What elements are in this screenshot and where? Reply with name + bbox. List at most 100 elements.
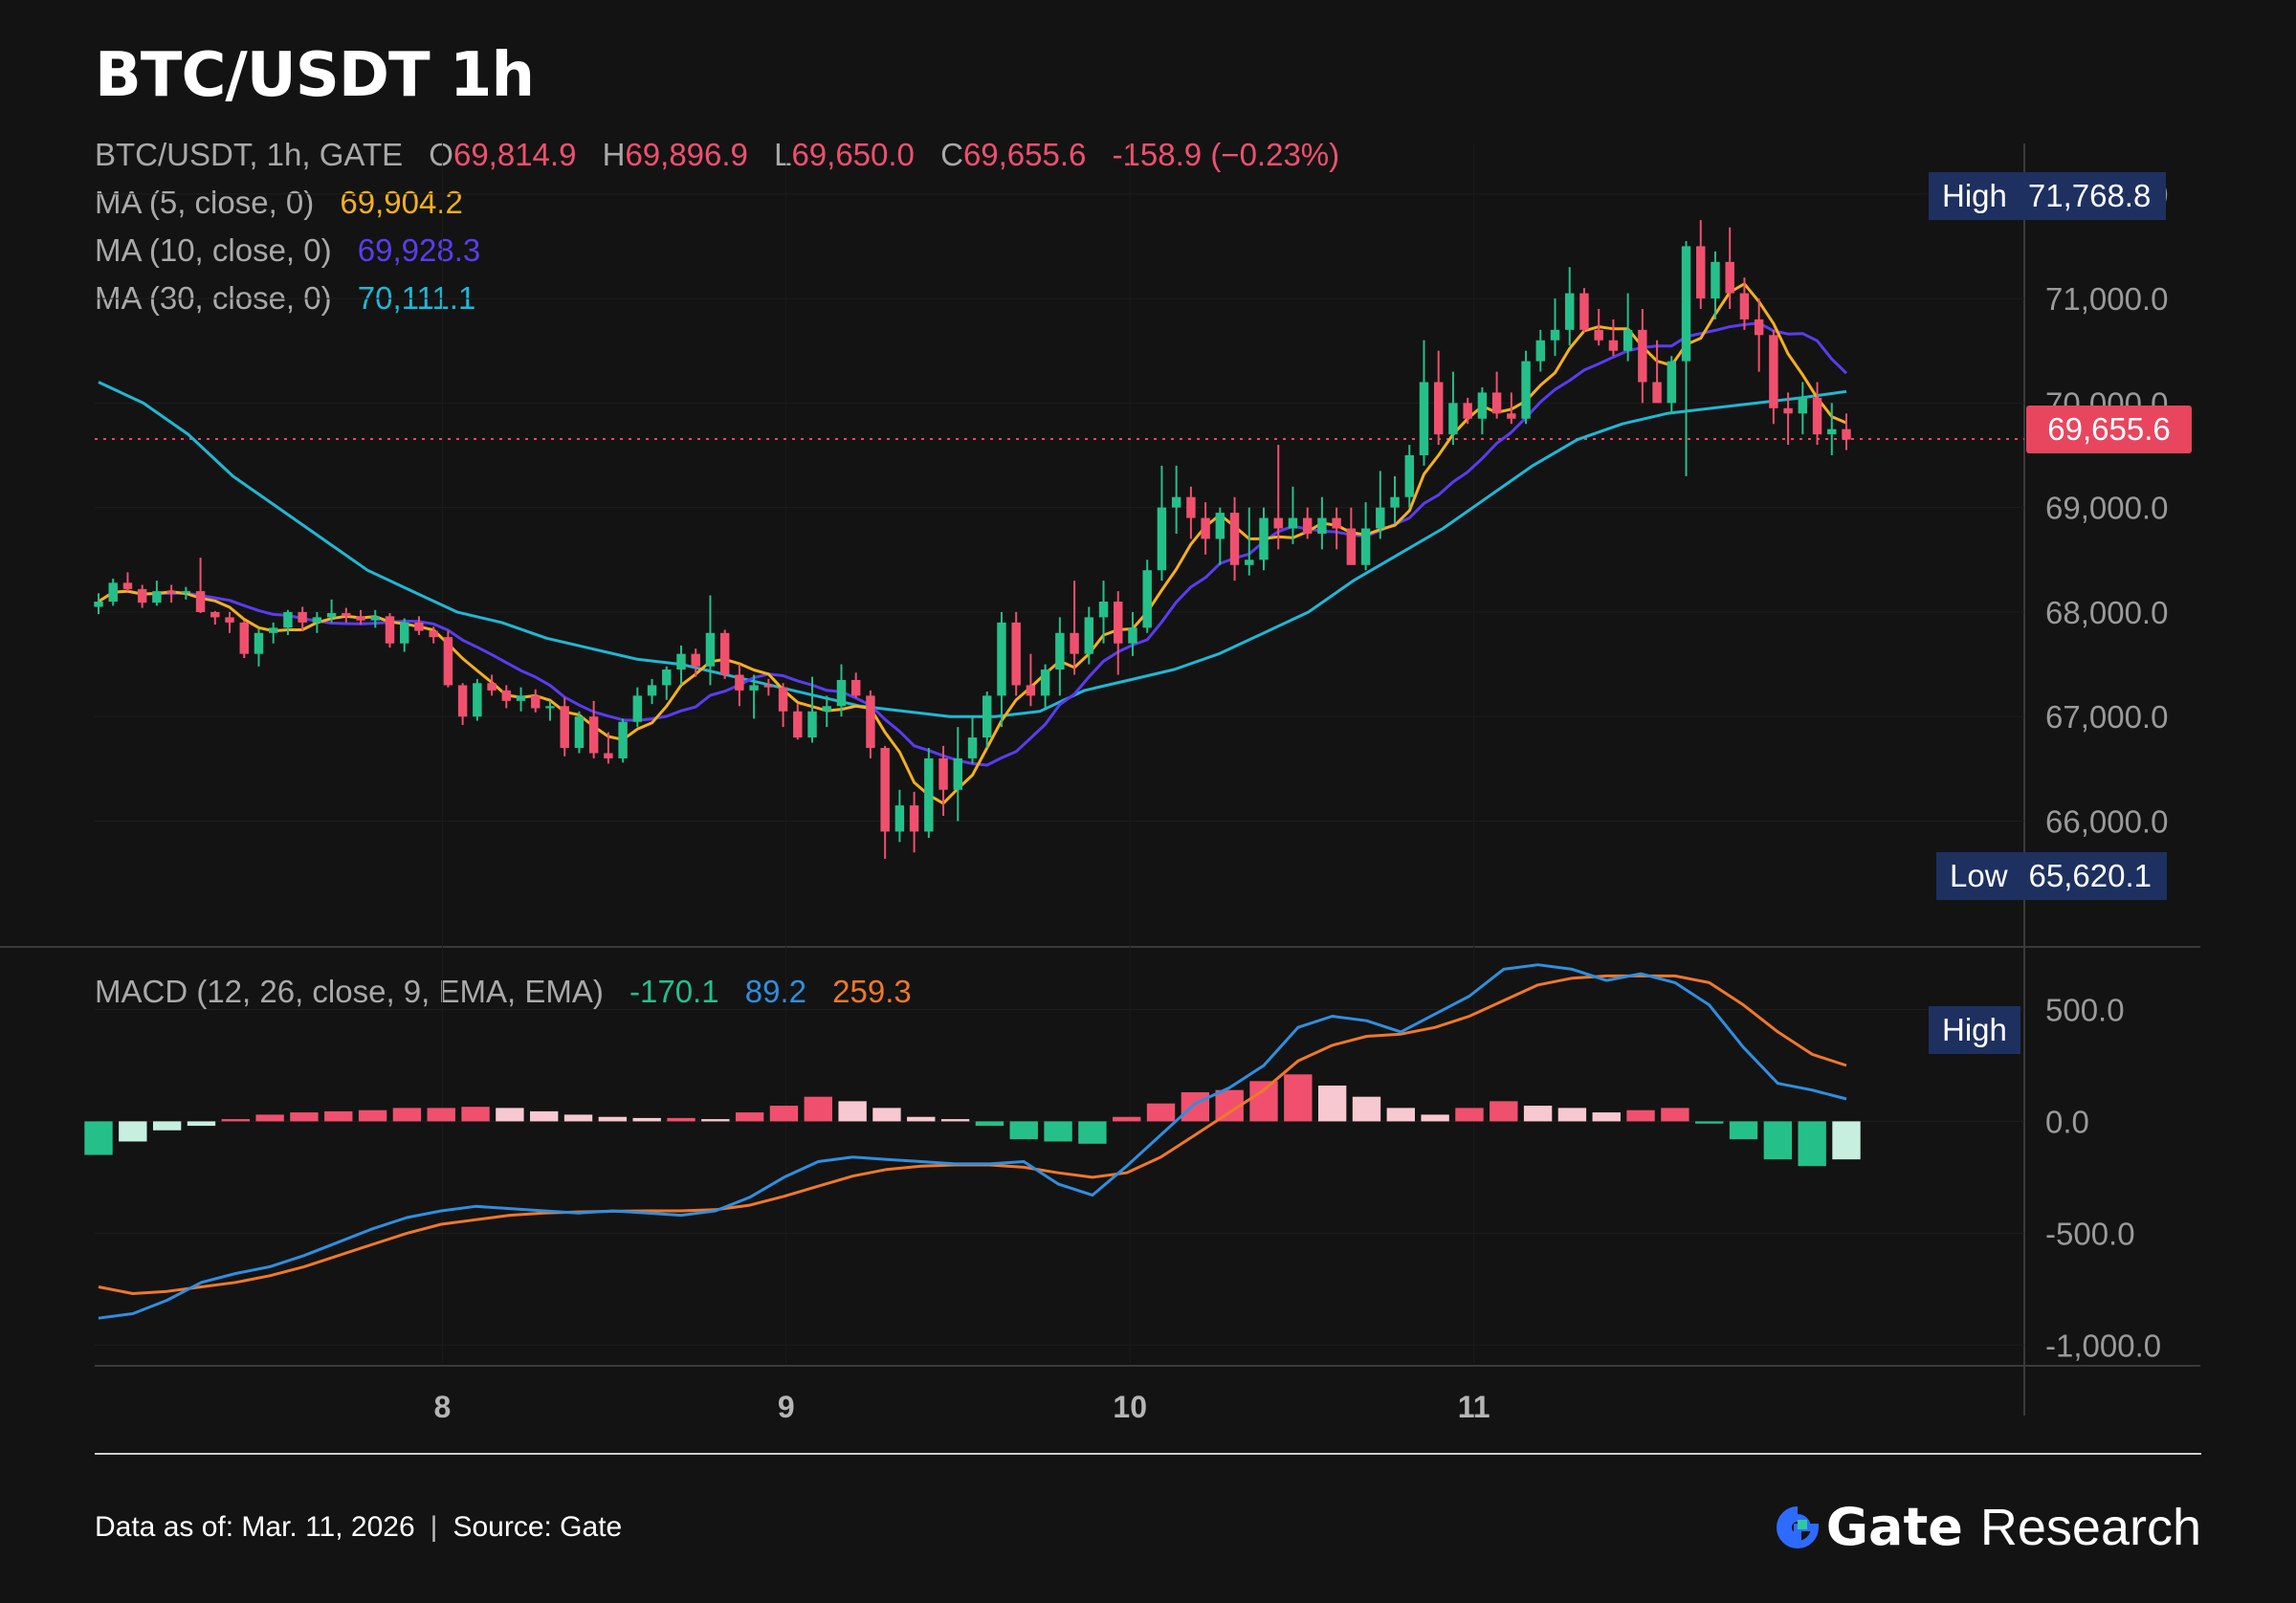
candle-body [1360,528,1371,565]
candle-body [1550,329,1560,340]
candle-body [429,630,438,638]
symbol-label: BTC/USDT, 1h, GATE [95,137,404,172]
macd-histogram-bar [119,1121,147,1142]
candle-body [822,706,831,712]
macd-histogram-bar [530,1110,559,1122]
candle-body [953,758,962,790]
candle-body [1332,517,1341,529]
candle-body [691,653,700,667]
macd-histogram-bar [84,1121,113,1155]
macd-histogram-bar [701,1119,730,1122]
candle-body [1507,413,1516,419]
macd-histogram-bar [769,1106,799,1122]
macd-signal-line [98,974,1847,1295]
candle-body [1681,246,1691,362]
time-tick-label: 9 [778,1390,795,1424]
macd-histogram-bar [1557,1108,1587,1122]
candle-body [1711,261,1720,299]
macd-histogram-bar [1490,1101,1518,1122]
candle-body [1055,632,1065,670]
candle-body [268,627,278,633]
macd-tick-label: 500.0 [2045,992,2125,1027]
candle-body [356,616,365,621]
candle-body [1171,496,1181,508]
candle-body [1186,496,1196,518]
macd-histogram-bar [1763,1121,1793,1160]
ma30-line [98,381,1847,718]
candle-body [457,685,468,717]
macd-histogram-bar [1798,1121,1826,1167]
brand-name: Gate [1825,1497,1963,1557]
candle-body [1798,397,1808,414]
candle-body [1273,517,1283,529]
candle-body [487,683,497,691]
candle-body [647,685,657,696]
candle-body [763,685,774,688]
candle-body [298,611,307,623]
macd-histogram-bar [1113,1116,1141,1122]
macd-histogram-bar [496,1108,524,1122]
candle-body [880,748,890,832]
macd-signal-value: 259.3 [832,974,912,1009]
high-tag-label: High [1929,172,2020,220]
macd-histogram-bar [1592,1112,1621,1122]
candle-body [1040,670,1050,696]
macd-histogram-bar [1317,1086,1347,1122]
candle-body [982,695,992,738]
candle-body [735,674,744,691]
candle-body [924,758,934,832]
low-value: 69,650.0 [791,137,915,172]
macd-histogram-bar [907,1116,936,1122]
candle-body [254,632,264,654]
candle-body [1011,622,1021,686]
time-tick-label: 10 [1113,1390,1147,1424]
candle-body [1288,517,1298,529]
candle-body [385,616,395,644]
macd-histogram-bar [1695,1121,1724,1124]
macd-histogram-bar [563,1114,593,1122]
macd-histogram-bar [1181,1092,1210,1122]
low-price-tag: Low 65,620.1 [1936,852,2168,900]
macd-histogram-bar [255,1114,284,1122]
data-as-of: Data as of: Mar. 11, 2026 [95,1511,415,1543]
change-value: -158.9 (−0.23%) [1112,137,1340,172]
high-label: H [602,137,626,172]
ma5-label: MA (5, close, 0) [95,185,315,220]
candle-body [705,632,716,667]
candle-body [108,582,118,602]
low-tag-label: Low [1936,852,2021,900]
macd-histogram-bar [1386,1108,1415,1122]
macd-label: MACD (12, 26, close, 9, EMA, EMA) [95,974,604,1009]
candle-body [414,622,424,631]
candle-body [225,617,234,623]
candle-body [938,758,948,790]
candle-body [1245,560,1254,565]
candle-body [604,753,613,758]
candle-body [1491,392,1502,414]
candle-body [588,716,599,754]
macd-tick-label: -1,000.0 [2045,1328,2161,1363]
macd-histogram-bar [290,1112,319,1122]
candle-body [662,670,672,686]
candle-body [181,591,191,594]
macd-histogram-bar [392,1108,422,1122]
candle-body [1433,382,1444,435]
candle-body [1594,329,1603,340]
candle-body [560,706,569,748]
candle-body [574,716,585,748]
macd-tick-label: -500.0 [2045,1216,2135,1251]
macd-legend: MACD (12, 26, close, 9, EMA, EMA) -170.1… [95,974,916,1010]
candle-body [1259,517,1269,560]
candle-body [618,721,628,758]
candle-body [1026,685,1036,696]
macd-histogram-bar [1626,1109,1655,1122]
candle-body [400,622,409,644]
macd-histogram-bar [1455,1108,1484,1122]
footer-divider [95,1453,2201,1455]
brand-logo: Gate Research [1776,1497,2201,1557]
macd-histogram-bar [1729,1121,1758,1140]
candle-body [1201,517,1210,539]
candle-body [793,711,803,738]
candle-body [326,613,337,618]
